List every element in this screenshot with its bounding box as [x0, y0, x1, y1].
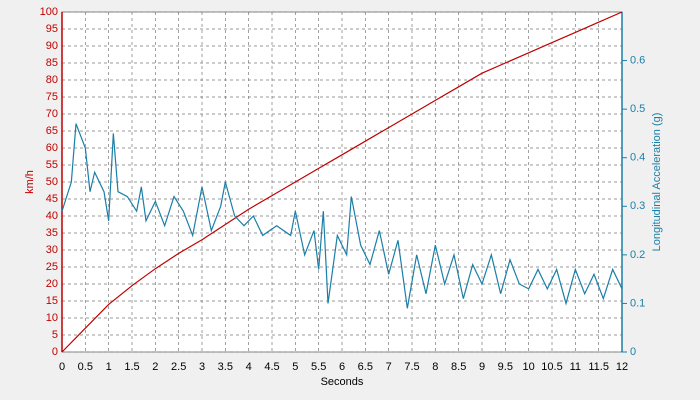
series-line — [61, 11, 623, 353]
x-tick-label: 6.5 — [358, 361, 373, 373]
y-tick-label: 10 — [46, 312, 58, 324]
y2-tick-label: 0.3 — [630, 200, 645, 212]
y-tick-label: 70 — [46, 108, 58, 120]
y-tick-label: 25 — [46, 261, 58, 273]
x-tick-label: 12 — [616, 361, 628, 373]
x-tick-label: 4.5 — [264, 361, 279, 373]
y-tick-label: 50 — [46, 176, 58, 188]
y2-tick-label: 0.5 — [630, 103, 645, 115]
x-tick-label: 7 — [386, 361, 392, 373]
x-tick-label: 9 — [479, 361, 485, 373]
y-tick-label: 0 — [52, 346, 58, 358]
y-tick-label: 30 — [46, 244, 58, 256]
y-axis-label: km/h — [24, 170, 36, 194]
y-tick-label: 75 — [46, 91, 58, 103]
y-tick-label: 40 — [46, 210, 58, 222]
x-tick-label: 10.5 — [541, 361, 562, 373]
y-tick-label: 45 — [46, 193, 58, 205]
x-tick-label: 1.5 — [124, 361, 139, 373]
x-tick-label: 7.5 — [404, 361, 419, 373]
x-tick-label: 9.5 — [498, 361, 513, 373]
y-tick-label: 95 — [46, 23, 58, 35]
y-tick-label: 15 — [46, 295, 58, 307]
x-tick-label: 11.5 — [588, 361, 609, 373]
y2-axis-label: Longitudinal Acceleration (g) — [651, 113, 663, 252]
y-tick-label: 65 — [46, 125, 58, 137]
y2-tick-label: 0.4 — [630, 152, 645, 164]
x-tick-label: 0.5 — [78, 361, 93, 373]
x-tick-label: 6 — [339, 361, 345, 373]
x-tick-label: 2 — [152, 361, 158, 373]
y-tick-label: 80 — [46, 74, 58, 86]
y-tick-label: 85 — [46, 57, 58, 69]
x-tick-label: 5 — [292, 361, 298, 373]
y-tick-label: 35 — [46, 227, 58, 239]
y2-tick-label: 0.2 — [630, 249, 645, 261]
series-line — [61, 123, 623, 309]
x-tick-label: 10 — [523, 361, 535, 373]
x-tick-label: 4 — [246, 361, 252, 373]
x-tick-label: 1 — [106, 361, 112, 373]
y2-tick-label: 0.1 — [630, 297, 645, 309]
y-tick-label: 20 — [46, 278, 58, 290]
x-tick-label: 8 — [432, 361, 438, 373]
y-tick-label: 90 — [46, 40, 58, 52]
y-tick-label: 55 — [46, 159, 58, 171]
x-tick-label: 5.5 — [311, 361, 326, 373]
x-tick-label: 3 — [199, 361, 205, 373]
y2-tick-label: 0 — [630, 346, 636, 358]
x-tick-label: 0 — [59, 361, 65, 373]
x-tick-label: 2.5 — [171, 361, 186, 373]
x-axis-label: Seconds — [321, 376, 364, 388]
y-tick-label: 60 — [46, 142, 58, 154]
y2-tick-label: 0.6 — [630, 54, 645, 66]
y-tick-label: 5 — [52, 329, 58, 341]
x-tick-label: 11 — [570, 361, 581, 373]
y-tick-label: 100 — [40, 6, 58, 18]
x-tick-label: 8.5 — [451, 361, 466, 373]
x-tick-label: 3.5 — [218, 361, 233, 373]
